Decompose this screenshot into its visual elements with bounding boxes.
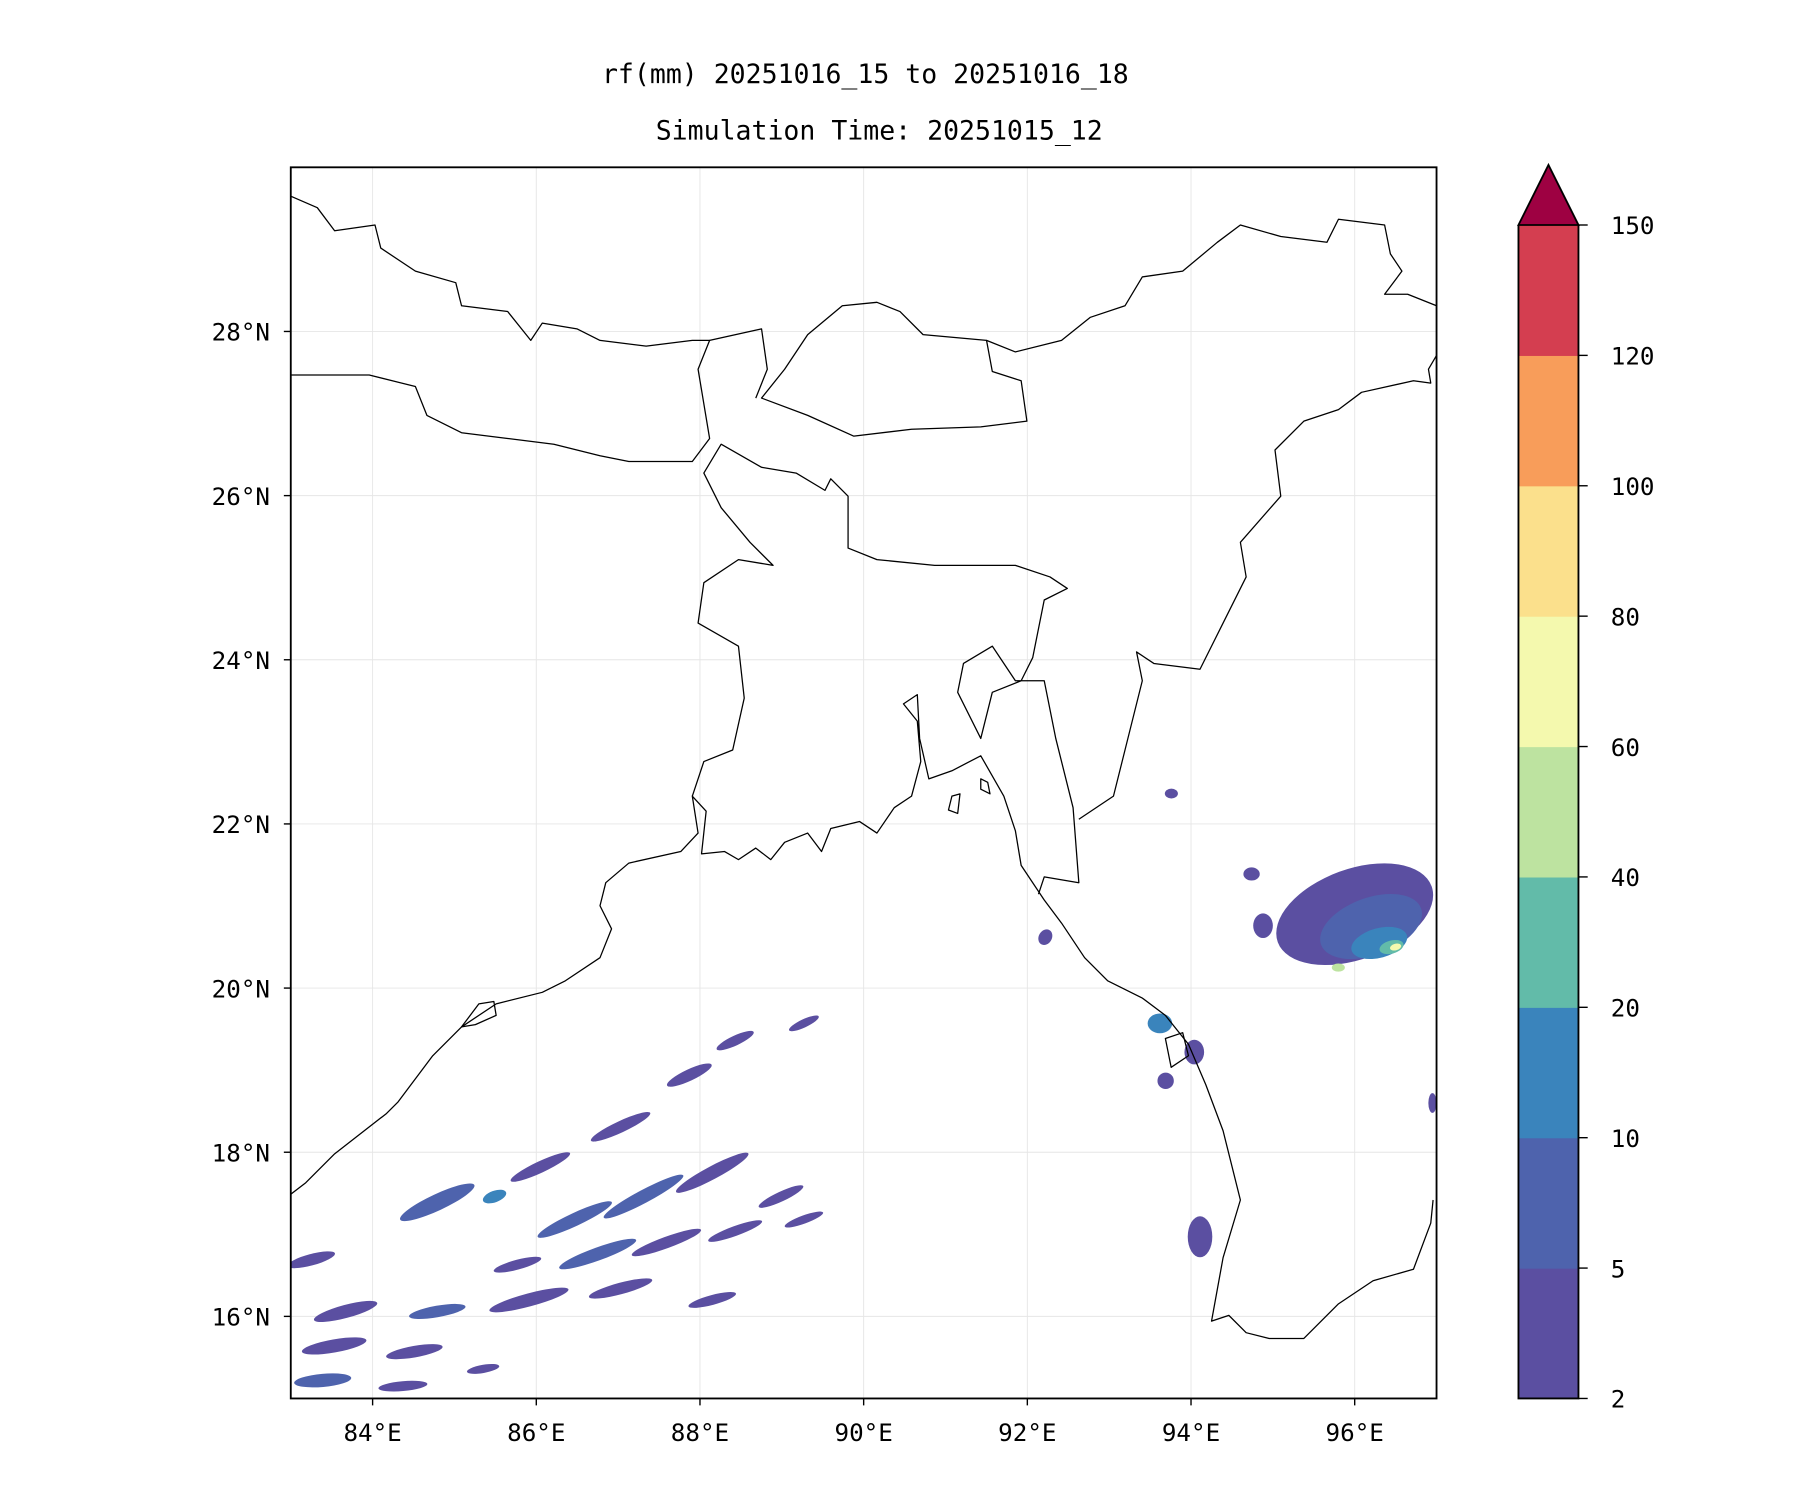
rain-cell xyxy=(400,1183,475,1222)
y-tick-label: 28°N xyxy=(212,319,270,347)
y-axis-ticks: 16°N 18°N 20°N 22°N 24°N 26°N 28°N xyxy=(212,319,291,1332)
rain-cell xyxy=(489,1287,569,1313)
rain-cell xyxy=(688,1292,736,1308)
colorbar-band xyxy=(1518,1268,1579,1400)
rain-cell xyxy=(1038,929,1053,946)
rain-cell xyxy=(788,1015,819,1032)
x-tick-label: 92°E xyxy=(998,1419,1056,1447)
rain-cell xyxy=(510,1152,571,1182)
rain-cell xyxy=(1428,1093,1437,1113)
rain-cell xyxy=(409,1303,466,1319)
x-tick-label: 94°E xyxy=(1162,1419,1220,1447)
colorbar: 2 5 10 20 40 60 80 100 120 150 xyxy=(1516,162,1655,1414)
rain-cell xyxy=(482,1189,507,1204)
colorbar-tick-label: 150 xyxy=(1611,212,1655,240)
y-tick-label: 20°N xyxy=(212,975,270,1003)
rain-cell xyxy=(666,1063,712,1087)
colorbar-tick-label: 40 xyxy=(1611,864,1640,892)
colorbar-band xyxy=(1518,355,1579,487)
colorbar-tick-label: 5 xyxy=(1611,1255,1626,1283)
rain-cell xyxy=(708,1220,763,1242)
x-tick-label: 88°E xyxy=(671,1419,729,1447)
colorbar-extend-arrow xyxy=(1516,162,1580,226)
chart-title-line-2: Simulation Time: 20251015_12 xyxy=(656,116,1103,147)
coastlines-and-borders xyxy=(290,195,1437,1340)
rain-cell xyxy=(1187,1216,1213,1258)
colorbar-tick-label: 60 xyxy=(1611,734,1640,762)
colorbar-tick-label: 2 xyxy=(1611,1386,1626,1414)
rain-cell xyxy=(1147,1013,1173,1034)
y-tick-label: 18°N xyxy=(212,1139,270,1167)
x-tick-label: 84°E xyxy=(343,1419,401,1447)
rain-cell xyxy=(386,1344,443,1360)
rain-cell xyxy=(290,1251,335,1269)
india-china-border xyxy=(709,218,1437,399)
rain-cell xyxy=(588,1278,653,1299)
colorbar-tick-label: 20 xyxy=(1611,995,1640,1023)
colorbar-band xyxy=(1518,485,1579,617)
colorbar-band xyxy=(1518,225,1579,356)
rain-cell xyxy=(301,1337,367,1355)
rain-cell xyxy=(758,1185,804,1208)
colorbar-band xyxy=(1518,1007,1579,1139)
x-tick-label: 96°E xyxy=(1326,1419,1384,1447)
rain-cell xyxy=(631,1228,702,1257)
colorbar-tick-label: 120 xyxy=(1611,343,1655,371)
rain-cell xyxy=(559,1238,637,1270)
x-axis-ticks: 84°E 86°E 88°E 90°E 92°E 94°E 96°E xyxy=(343,1398,1384,1447)
rain-cell xyxy=(493,1256,542,1273)
rain-cell xyxy=(1243,867,1260,881)
colorbar-tick-label: 10 xyxy=(1611,1125,1640,1153)
y-tick-label: 26°N xyxy=(212,483,270,511)
rainfall-contours xyxy=(290,788,1437,1392)
x-tick-label: 90°E xyxy=(834,1419,892,1447)
rain-cell xyxy=(1390,943,1402,951)
colorbar-tick-label: 100 xyxy=(1611,473,1655,501)
bhutan-border xyxy=(760,301,1028,437)
rain-cell xyxy=(537,1201,612,1238)
rain-cell xyxy=(466,1363,500,1374)
rain-cell xyxy=(1253,913,1273,939)
india-myanmar-border xyxy=(1078,355,1437,820)
rain-cell xyxy=(313,1300,378,1323)
bangladesh-border xyxy=(691,443,1080,895)
rain-cell xyxy=(378,1380,428,1392)
rain-cell xyxy=(590,1112,651,1142)
rain-cell xyxy=(1164,788,1178,799)
y-tick-label: 22°N xyxy=(212,811,270,839)
rain-cell xyxy=(675,1152,749,1193)
chart-title-line-1: rf(mm) 20251016_15 to 20251016_18 xyxy=(602,59,1129,90)
x-tick-label: 86°E xyxy=(507,1419,565,1447)
rain-cell xyxy=(294,1373,352,1388)
colorbar-band xyxy=(1518,1137,1579,1269)
coastline-sri-lanka-islands xyxy=(460,778,1190,1068)
colorbar-band xyxy=(1518,746,1579,878)
y-tick-label: 16°N xyxy=(212,1304,270,1332)
nepal-border xyxy=(290,195,711,463)
colorbar-tick-label: 80 xyxy=(1611,603,1640,631)
colorbar-frame xyxy=(1517,224,1580,1400)
rain-cell xyxy=(1157,1072,1174,1090)
coastline-india-bangladesh-myanmar xyxy=(290,693,1434,1340)
gridlines xyxy=(290,167,1437,1399)
rain-cell xyxy=(1331,963,1345,972)
y-tick-label: 24°N xyxy=(212,647,270,675)
rain-cell xyxy=(716,1030,754,1051)
rain-cell xyxy=(784,1211,824,1228)
colorbar-band xyxy=(1518,616,1579,748)
colorbar-band xyxy=(1518,876,1579,1008)
rain-cell xyxy=(603,1174,684,1219)
